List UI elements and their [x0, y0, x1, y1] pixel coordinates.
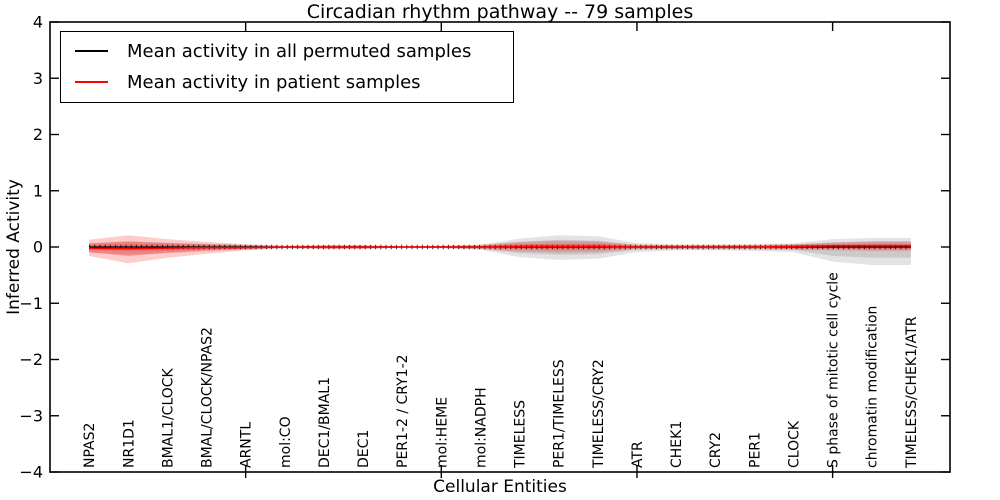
y-tick-label: 1 [33, 181, 43, 200]
legend-entry-patient: Mean activity in patient samples [61, 70, 513, 94]
x-category-label: ATR [630, 441, 646, 468]
x-category-label: CLOCK [786, 420, 802, 468]
y-tick-label: −2 [19, 350, 43, 369]
x-category-label: mol:HEME [434, 397, 450, 468]
x-category-label: TIMELESS/CHEK1/ATR [904, 316, 920, 469]
x-category-label: NPAS2 [82, 423, 98, 468]
x-category-label: PER1 [747, 432, 763, 468]
y-tick-label: −3 [19, 406, 43, 425]
patient-mean-line [89, 245, 911, 250]
patient-line-swatch [75, 81, 108, 83]
x-category-label: mol:CO [278, 416, 294, 468]
y-tick-label: 4 [33, 13, 43, 32]
legend: Mean activity in all permuted samples Me… [60, 31, 514, 103]
x-category-label: BMAL1/CLOCK [160, 367, 176, 468]
x-category-label: PER1-2 / CRY1-2 [395, 354, 411, 468]
legend-label-permuted: Mean activity in all permuted samples [127, 40, 472, 62]
y-tick-label: 3 [33, 69, 43, 88]
y-tick-label: 2 [33, 125, 43, 144]
y-tick-label: −4 [19, 463, 43, 482]
x-category-label: CRY2 [708, 432, 724, 468]
x-category-label: CHEK1 [669, 421, 685, 468]
y-tick-label: −1 [19, 294, 43, 313]
x-category-label: S phase of mitotic cell cycle [826, 272, 842, 468]
x-category-label: DEC1/BMAL1 [317, 377, 333, 468]
x-category-label: PER1/TIMELESS [552, 359, 568, 468]
x-category-label: TIMELESS [513, 400, 529, 469]
x-category-label: mol:NADPH [473, 387, 489, 468]
permuted-line-swatch [75, 50, 108, 52]
x-category-label: BMAL/CLOCK/NPAS2 [200, 327, 216, 468]
x-category-label: NR1D1 [121, 419, 137, 468]
band-permuted-std-outer [89, 235, 911, 265]
x-axis-label: Cellular Entities [433, 477, 567, 497]
x-category-label: DEC1 [356, 430, 372, 468]
x-category-label: chromatin modification [865, 306, 881, 468]
legend-entry-permuted: Mean activity in all permuted samples [61, 39, 513, 63]
chart-title: Circadian rhythm pathway -- 79 samples [306, 1, 694, 23]
x-category-label: ARNTL [239, 422, 255, 468]
y-tick-label: 0 [33, 238, 43, 257]
x-category-label: TIMELESS/CRY2 [591, 359, 607, 469]
legend-label-patient: Mean activity in patient samples [127, 71, 421, 93]
